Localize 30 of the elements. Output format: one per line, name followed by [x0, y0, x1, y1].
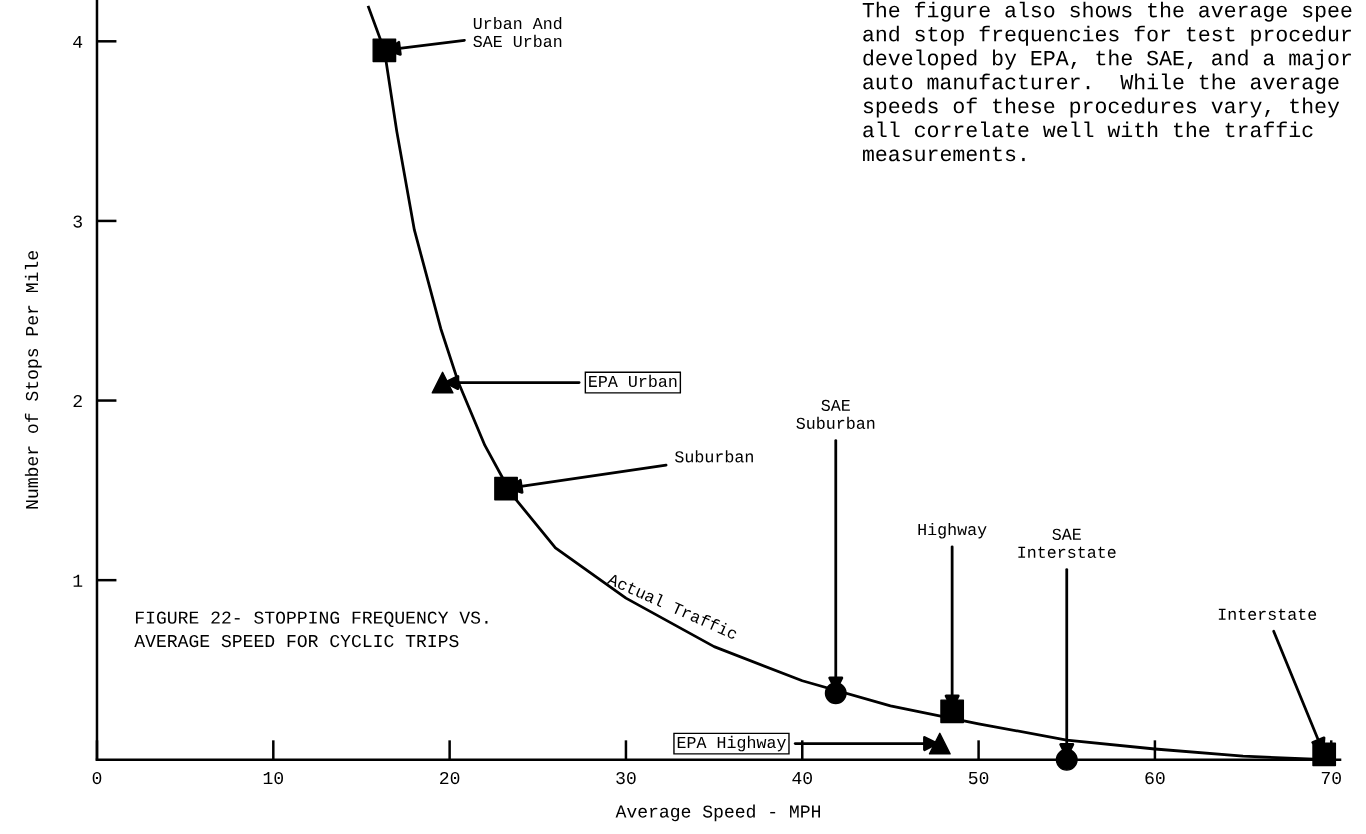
annotation: Suburban — [675, 450, 753, 463]
point — [494, 476, 518, 501]
y-tick-label: 4 — [73, 35, 83, 48]
point — [1055, 748, 1078, 771]
annotation: The figure also shows the average spee and stop frequencies for test procedur developed by EPA, the SAE, and a major auto manufacturer. While the average speeds of these procedures vary, they all correlate well with the traffic measurements. — [862, 1, 1352, 162]
x-tick-label: 20 — [440, 771, 460, 785]
x-tick-label: 30 — [616, 771, 636, 785]
x-tick-label: 10 — [263, 771, 284, 785]
point — [940, 699, 965, 724]
x-tick-label: 70 — [1321, 771, 1341, 785]
y-tick-label: 3 — [73, 215, 82, 228]
annotation: EPA Urban — [589, 374, 677, 388]
x-axis-title: Average Speed - MPH — [615, 804, 820, 822]
text: FIGURE 22- STOPPING FREQUENCY VS. AVERAGE SPEED FOR CYCLIC TRIPS — [134, 611, 488, 648]
x-tick-label: 50 — [968, 771, 989, 785]
y-tick-label: 2 — [73, 395, 82, 408]
y-axis-title: Number of Stops Per Mile — [24, 251, 42, 509]
point — [928, 732, 951, 755]
annotation: SAE Suburban — [796, 399, 875, 429]
annotation: Urban And SAE Urban — [473, 16, 562, 48]
annotation: EPA Highway — [677, 735, 786, 752]
annotation: Interstate — [1218, 608, 1317, 620]
point — [824, 682, 847, 705]
point — [372, 38, 397, 63]
annotation: Highway — [918, 522, 987, 539]
y-tick-label: 1 — [73, 574, 83, 587]
x-tick-label: 60 — [1145, 771, 1165, 785]
annotation: SAE Interstate — [1018, 528, 1116, 558]
x-tick-label: 40 — [792, 771, 812, 785]
x-tick-label: 0 — [92, 771, 102, 785]
